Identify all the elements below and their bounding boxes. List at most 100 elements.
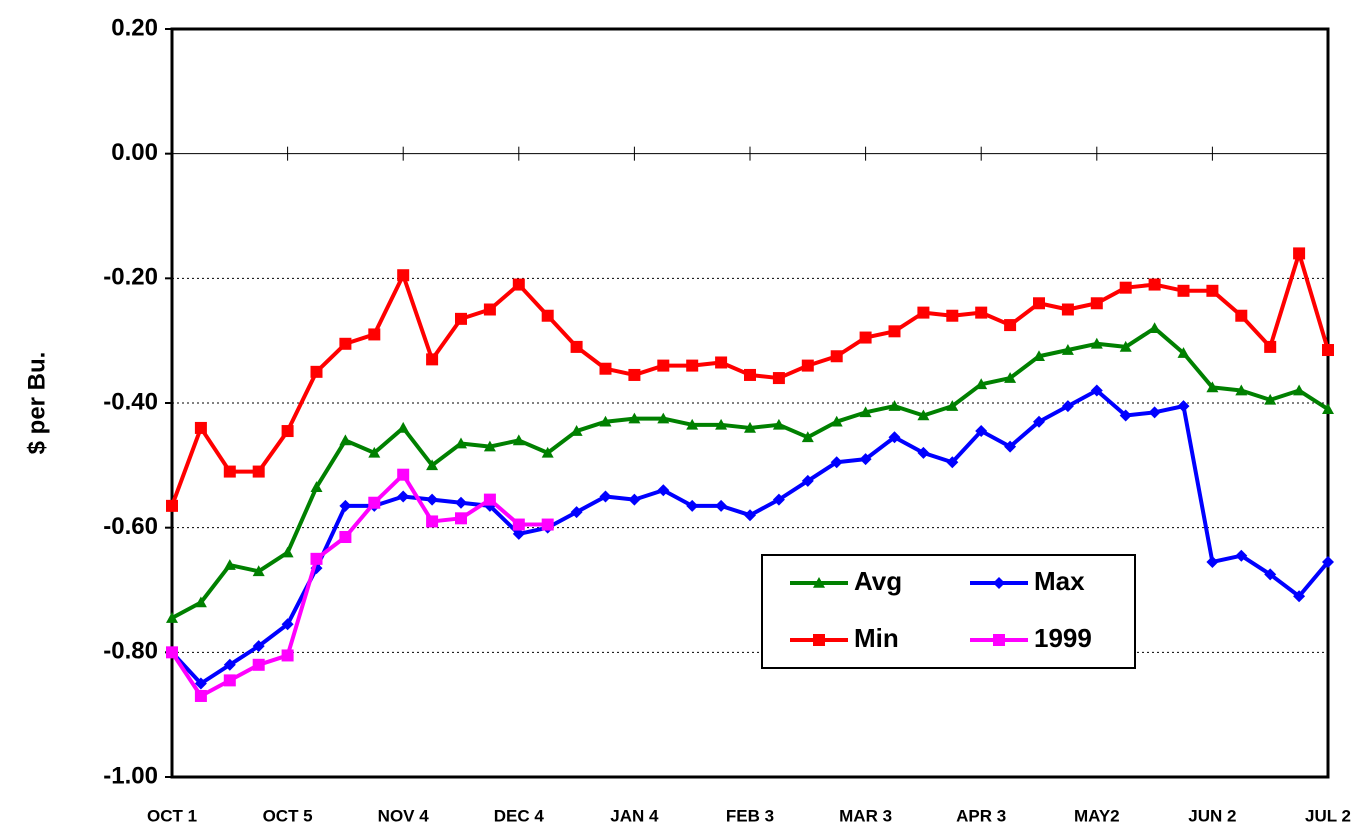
y-tick-label: 0.00: [111, 139, 158, 166]
data-point: [801, 431, 814, 443]
data-point: [946, 456, 959, 469]
data-point: [194, 596, 207, 608]
data-point: [166, 499, 178, 512]
data-point: [455, 496, 467, 509]
data-point: [368, 496, 381, 509]
x-tick-label: DEC 4: [494, 806, 545, 825]
data-point: [917, 306, 930, 319]
legend-label: Min: [854, 623, 899, 653]
data-point: [1033, 350, 1045, 362]
data-point: [946, 309, 959, 322]
data-point: [194, 421, 207, 434]
data-point: [744, 368, 756, 381]
data-point: [715, 356, 728, 369]
data-point: [339, 531, 352, 544]
data-point: [1090, 384, 1103, 397]
data-point: [223, 658, 236, 671]
data-point: [252, 658, 265, 671]
data-point: [599, 490, 612, 503]
data-point: [426, 459, 439, 471]
data-point: [859, 453, 872, 466]
data-point: [772, 372, 785, 385]
data-point: [1148, 406, 1161, 419]
x-tick-label: JUL 2: [1305, 806, 1351, 825]
data-point: [1033, 297, 1045, 310]
data-point: [1293, 247, 1306, 260]
data-point: [483, 493, 496, 506]
data-point: [1061, 344, 1074, 355]
x-tick-label: OCT 5: [263, 806, 313, 825]
x-tick-label: JUN 2: [1188, 806, 1236, 825]
legend-marker: [813, 634, 825, 646]
data-point: [310, 481, 323, 492]
data-point: [801, 359, 814, 372]
data-point: [310, 365, 323, 378]
data-point: [946, 400, 959, 411]
data-point: [1293, 384, 1306, 396]
y-tick-label: -1.00: [103, 762, 158, 789]
data-point: [1206, 381, 1219, 393]
y-tick-label: -0.60: [103, 513, 158, 540]
data-point: [570, 425, 583, 436]
data-point: [397, 490, 410, 503]
data-point: [194, 689, 207, 702]
data-point: [223, 674, 236, 687]
data-point: [1264, 568, 1277, 581]
data-point: [686, 499, 699, 512]
data-point: [801, 474, 814, 487]
data-point: [628, 412, 641, 424]
data-point: [917, 409, 930, 421]
x-tick-label: FEB 3: [726, 806, 774, 825]
data-point: [397, 468, 410, 481]
data-point: [483, 303, 496, 316]
data-point: [512, 278, 525, 291]
data-point: [426, 493, 439, 506]
legend-marker: [813, 577, 825, 588]
data-point: [1293, 590, 1306, 603]
data-point: [686, 359, 699, 372]
data-point: [397, 421, 410, 433]
data-point: [483, 440, 496, 452]
data-point: [830, 456, 843, 469]
data-point: [917, 446, 930, 459]
data-point: [541, 518, 554, 531]
data-point: [281, 425, 294, 438]
data-point: [657, 484, 670, 497]
data-point: [1148, 278, 1161, 291]
data-point: [1061, 400, 1074, 413]
data-point: [166, 612, 178, 623]
data-point: [1264, 340, 1277, 353]
data-point: [1119, 409, 1132, 422]
data-point: [1235, 309, 1248, 322]
data-point: [281, 546, 294, 558]
data-point: [599, 362, 612, 375]
data-point: [512, 527, 525, 540]
legend-label: Max: [1034, 566, 1085, 596]
data-point: [426, 353, 439, 366]
data-point: [744, 509, 756, 522]
legend-label: 1999: [1034, 623, 1092, 653]
data-point: [1090, 297, 1103, 310]
x-tick-label: MAR 3: [839, 806, 892, 825]
data-point: [975, 378, 988, 390]
data-point: [1004, 440, 1017, 453]
data-point: [830, 415, 843, 427]
data-point: [686, 418, 699, 430]
data-point: [888, 400, 901, 411]
data-point: [1206, 555, 1219, 568]
legend-label: Avg: [854, 566, 902, 596]
data-point: [888, 325, 901, 338]
y-tick-label: 0.20: [111, 14, 158, 41]
y-tick-label: -0.80: [103, 638, 158, 665]
data-point: [715, 418, 728, 430]
data-point: [166, 646, 178, 659]
data-point: [657, 359, 670, 372]
legend-marker: [993, 634, 1005, 646]
data-point: [512, 434, 525, 446]
data-point: [194, 677, 207, 690]
data-point: [1148, 322, 1161, 333]
data-point: [541, 309, 554, 322]
data-point: [281, 618, 294, 631]
data-point: [368, 328, 381, 341]
